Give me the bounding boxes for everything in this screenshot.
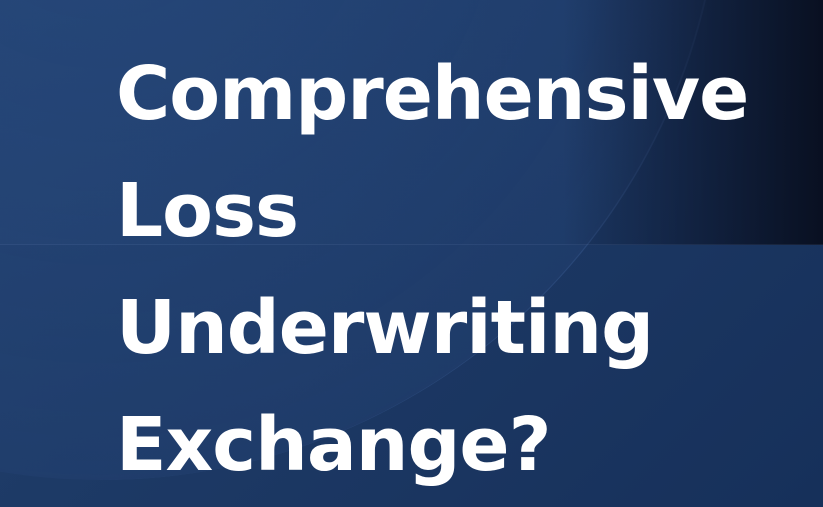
title-line-3: Underwriting <box>116 285 654 371</box>
slide-title: Comprehensive Loss Underwriting Exchange… <box>116 36 749 504</box>
background-band-divider <box>0 244 823 245</box>
background-dark-corner <box>563 0 823 245</box>
title-line-2: Loss <box>116 168 299 254</box>
title-line-1: Comprehensive <box>116 51 749 137</box>
title-line-4: Exchange? <box>116 402 552 488</box>
